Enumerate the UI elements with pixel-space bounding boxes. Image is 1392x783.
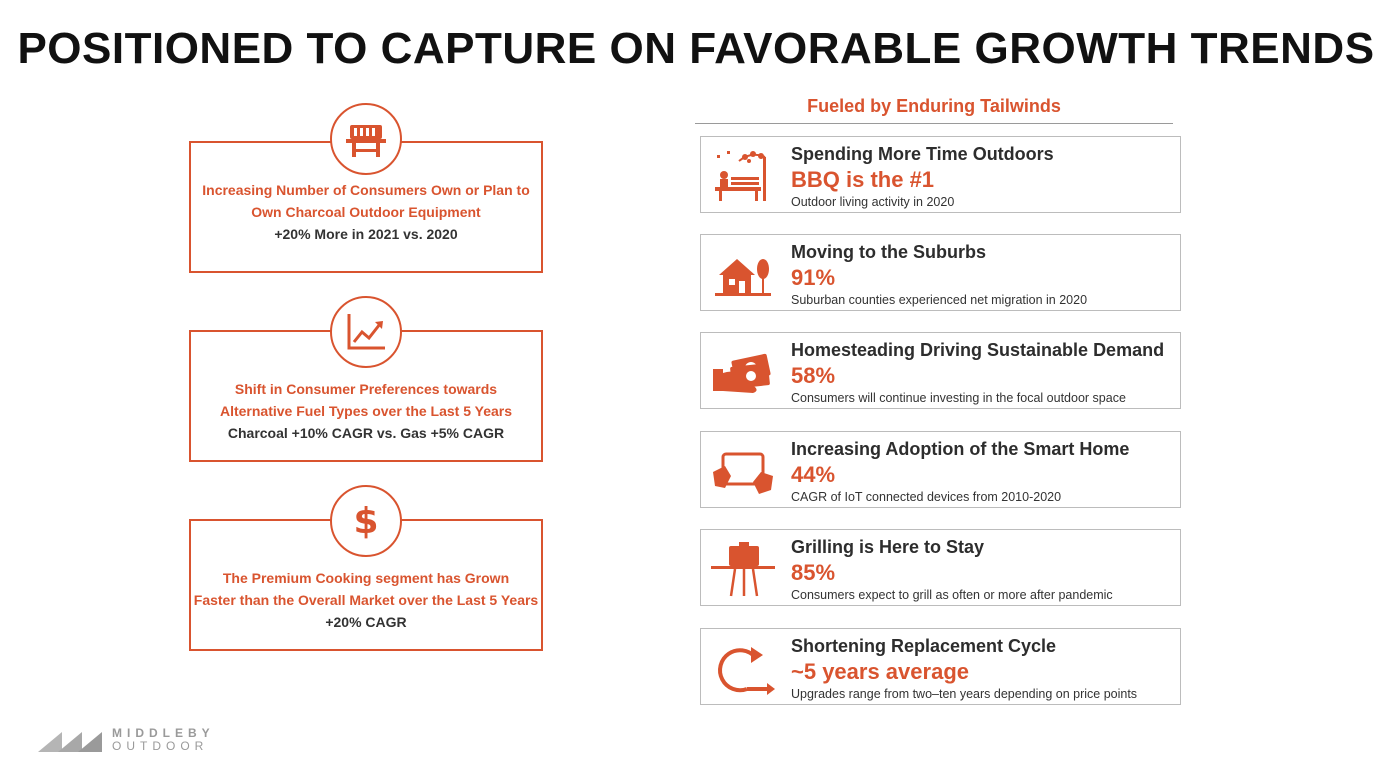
logo-text-line1: MIDDLEBY — [112, 726, 215, 740]
tailwind-title: Spending More Time Outdoors — [791, 144, 1054, 164]
grill-icon — [330, 103, 402, 175]
card-text-line1: Shift in Consumer Preferences towards — [234, 381, 498, 397]
dollar-icon: $ — [330, 485, 402, 557]
tailwind-card-smart-home: Increasing Adoption of the Smart Home 44… — [700, 431, 1181, 508]
tailwind-desc: Consumers expect to grill as often or mo… — [791, 588, 1113, 602]
tailwind-value: ~5 years average — [791, 659, 969, 684]
logo-mark-icon — [38, 732, 102, 752]
tailwind-value: 85% — [791, 560, 836, 585]
tailwind-value: BBQ is the #1 — [791, 167, 935, 192]
tailwind-value: 58% — [791, 363, 836, 388]
logo-text-line2: OUTDOOR — [112, 739, 209, 753]
tailwind-card-outdoors: Spending More Time Outdoors BBQ is the #… — [700, 136, 1181, 213]
tailwind-card-grilling: Grilling is Here to Stay 85% Consumers e… — [700, 529, 1181, 606]
tailwind-value: 44% — [791, 462, 836, 487]
card-text-line2: Faster than the Overall Market over the … — [193, 592, 539, 608]
card-text-line1: Increasing Number of Consumers Own or Pl… — [202, 182, 530, 198]
house-icon — [711, 245, 775, 303]
tailwind-desc: CAGR of IoT connected devices from 2010-… — [791, 490, 1062, 504]
card-stat: Charcoal +10% CAGR vs. Gas +5% CAGR — [227, 425, 505, 441]
tailwind-card-suburbs: Moving to the Suburbs 91% Suburban count… — [700, 234, 1181, 311]
cycle-arrow-icon — [711, 639, 775, 697]
tailwind-desc: Outdoor living activity in 2020 — [791, 195, 955, 209]
tailwind-title: Moving to the Suburbs — [791, 242, 986, 262]
card-text-line2: Own Charcoal Outdoor Equipment — [251, 204, 481, 220]
tailwind-desc: Upgrades range from two–ten years depend… — [791, 687, 1138, 701]
outdoor-bench-icon — [711, 147, 775, 205]
tailwind-value: 91% — [791, 265, 836, 290]
tailwind-title: Homesteading Driving Sustainable Demand — [791, 340, 1165, 360]
growth-chart-icon — [330, 296, 402, 368]
tailwind-desc: Suburban counties experienced net migrat… — [791, 293, 1088, 307]
card-stat: +20% CAGR — [325, 614, 407, 630]
page-title: POSITIONED TO CAPTURE ON FAVORABLE GROWT… — [17, 24, 1375, 73]
tailwind-title: Shortening Replacement Cycle — [791, 636, 1057, 656]
tailwind-card-homesteading: Homesteading Driving Sustainable Demand … — [700, 332, 1181, 409]
card-stat: +20% More in 2021 vs. 2020 — [274, 226, 458, 242]
tailwind-title: Increasing Adoption of the Smart Home — [791, 439, 1130, 459]
card-text-line1: The Premium Cooking segment has Grown — [222, 570, 510, 586]
tailwind-card-replacement: Shortening Replacement Cycle ~5 years av… — [700, 628, 1181, 705]
tailwind-title: Grilling is Here to Stay — [791, 537, 985, 557]
money-hand-icon — [711, 343, 775, 401]
grill-stand-icon — [711, 540, 775, 598]
tailwind-desc: Consumers will continue investing in the… — [791, 391, 1126, 405]
tablet-hands-icon — [711, 442, 775, 500]
tailwinds-heading: Fueled by Enduring Tailwinds — [807, 96, 1061, 116]
tailwinds-divider — [695, 123, 1173, 124]
card-text-line2: Alternative Fuel Types over the Last 5 Y… — [219, 403, 513, 419]
